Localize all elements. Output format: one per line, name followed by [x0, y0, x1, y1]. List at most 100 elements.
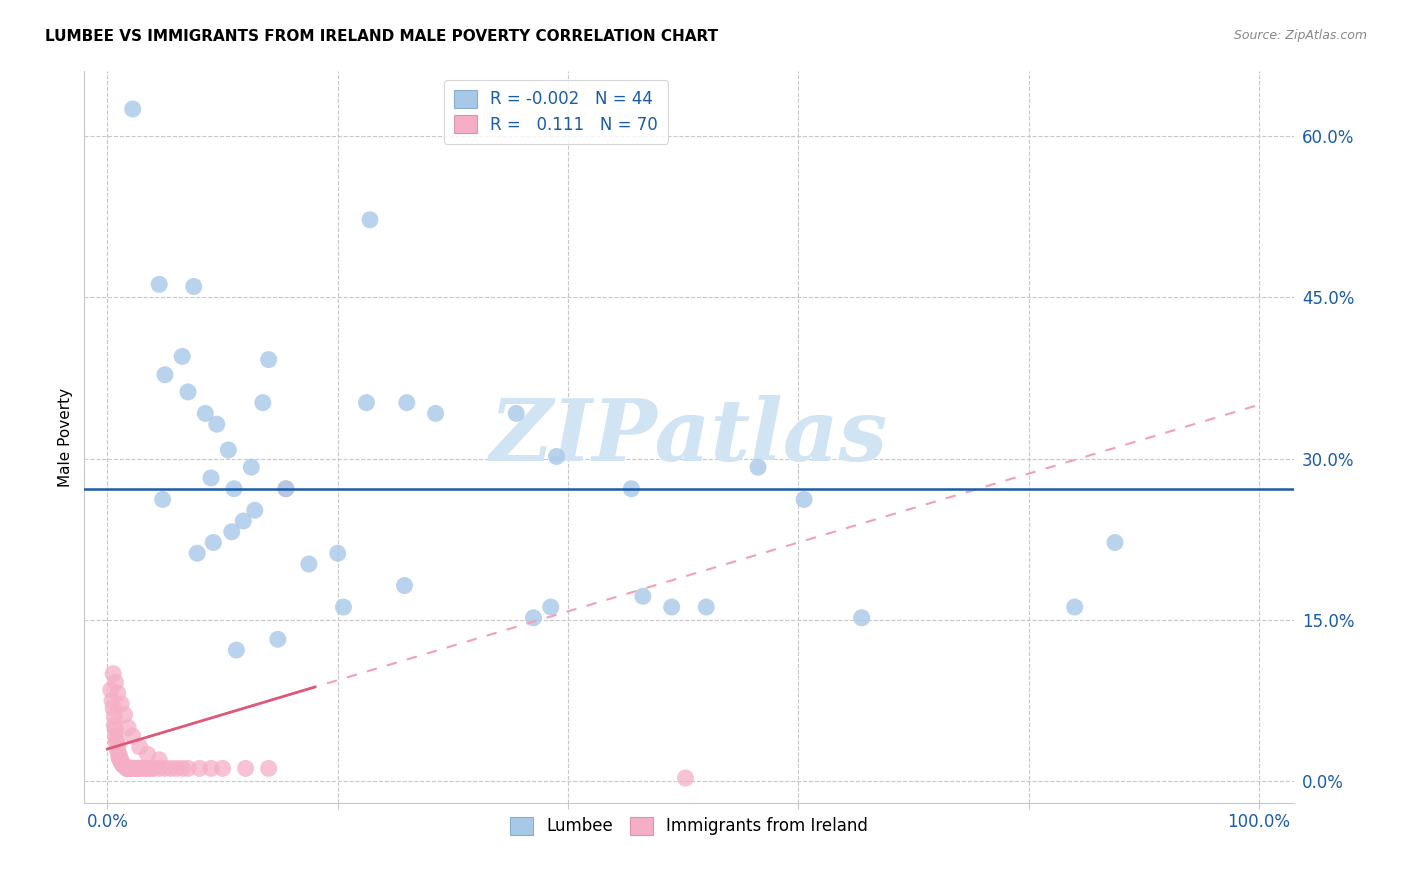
Point [172, 761, 194, 775]
Point [101, 666, 124, 681]
Point [148, 753, 170, 767]
Point [546, 450, 568, 464]
Point [274, 482, 297, 496]
Point [121, 761, 143, 775]
Point [108, 753, 131, 767]
Text: Source: ZipAtlas.com: Source: ZipAtlas.com [1233, 29, 1367, 42]
Point [101, 693, 124, 707]
Point [114, 759, 136, 773]
Point [107, 744, 129, 758]
Point [138, 761, 160, 775]
Point [232, 514, 254, 528]
Point [240, 460, 263, 475]
Point [136, 747, 159, 762]
Point [115, 761, 138, 775]
Point [134, 761, 156, 775]
Point [131, 761, 153, 775]
Point [540, 600, 562, 615]
Point [142, 761, 165, 775]
Point [177, 384, 200, 399]
Point [105, 737, 128, 751]
Point [121, 729, 143, 743]
Point [127, 761, 149, 775]
Point [115, 761, 138, 775]
Point [127, 761, 149, 775]
Point [117, 721, 139, 735]
Point [128, 739, 150, 754]
Point [222, 482, 245, 496]
Point [118, 761, 141, 775]
Point [108, 750, 131, 764]
Point [200, 761, 222, 775]
Point [267, 632, 290, 647]
Point [661, 600, 683, 615]
Point [103, 718, 125, 732]
Point [1104, 535, 1126, 549]
Point [117, 761, 139, 775]
Point [107, 686, 129, 700]
Point [186, 546, 208, 560]
Point [631, 589, 654, 603]
Point [148, 761, 170, 775]
Point [675, 771, 697, 785]
Point [105, 733, 128, 747]
Point [172, 350, 194, 364]
Point [200, 471, 222, 485]
Point [111, 757, 134, 772]
Point [202, 535, 225, 549]
Point [177, 761, 200, 775]
Point [395, 395, 418, 409]
Point [243, 503, 266, 517]
Point [217, 442, 239, 457]
Y-axis label: Male Poverty: Male Poverty [58, 387, 73, 487]
Point [851, 611, 873, 625]
Point [125, 761, 148, 775]
Point [101, 701, 124, 715]
Point [188, 761, 211, 775]
Point [152, 492, 174, 507]
Point [148, 277, 170, 292]
Point [104, 723, 127, 737]
Point [394, 578, 416, 592]
Point [122, 761, 145, 775]
Point [110, 755, 132, 769]
Point [221, 524, 243, 539]
Point [117, 761, 139, 775]
Point [121, 102, 143, 116]
Point [274, 482, 297, 496]
Point [522, 611, 544, 625]
Point [114, 759, 136, 773]
Point [107, 739, 129, 754]
Point [205, 417, 228, 432]
Point [332, 600, 354, 615]
Point [128, 761, 150, 775]
Point [135, 761, 157, 775]
Point [104, 675, 127, 690]
Point [326, 546, 349, 560]
Point [104, 729, 127, 743]
Point [108, 747, 131, 762]
Point [166, 761, 188, 775]
Point [257, 352, 280, 367]
Point [425, 406, 447, 420]
Point [183, 279, 205, 293]
Point [211, 761, 233, 775]
Text: LUMBEE VS IMMIGRANTS FROM IRELAND MALE POVERTY CORRELATION CHART: LUMBEE VS IMMIGRANTS FROM IRELAND MALE P… [45, 29, 718, 44]
Point [124, 761, 146, 775]
Point [194, 406, 217, 420]
Point [120, 761, 142, 775]
Point [112, 758, 135, 772]
Point [298, 557, 321, 571]
Point [695, 600, 717, 615]
Point [159, 761, 181, 775]
Point [118, 761, 141, 775]
Point [110, 755, 132, 769]
Point [153, 368, 176, 382]
Point [141, 761, 163, 775]
Point [359, 212, 381, 227]
Point [114, 707, 136, 722]
Point [100, 682, 122, 697]
Point [103, 710, 125, 724]
Point [257, 761, 280, 775]
Legend: Lumbee, Immigrants from Ireland: Lumbee, Immigrants from Ireland [503, 810, 875, 842]
